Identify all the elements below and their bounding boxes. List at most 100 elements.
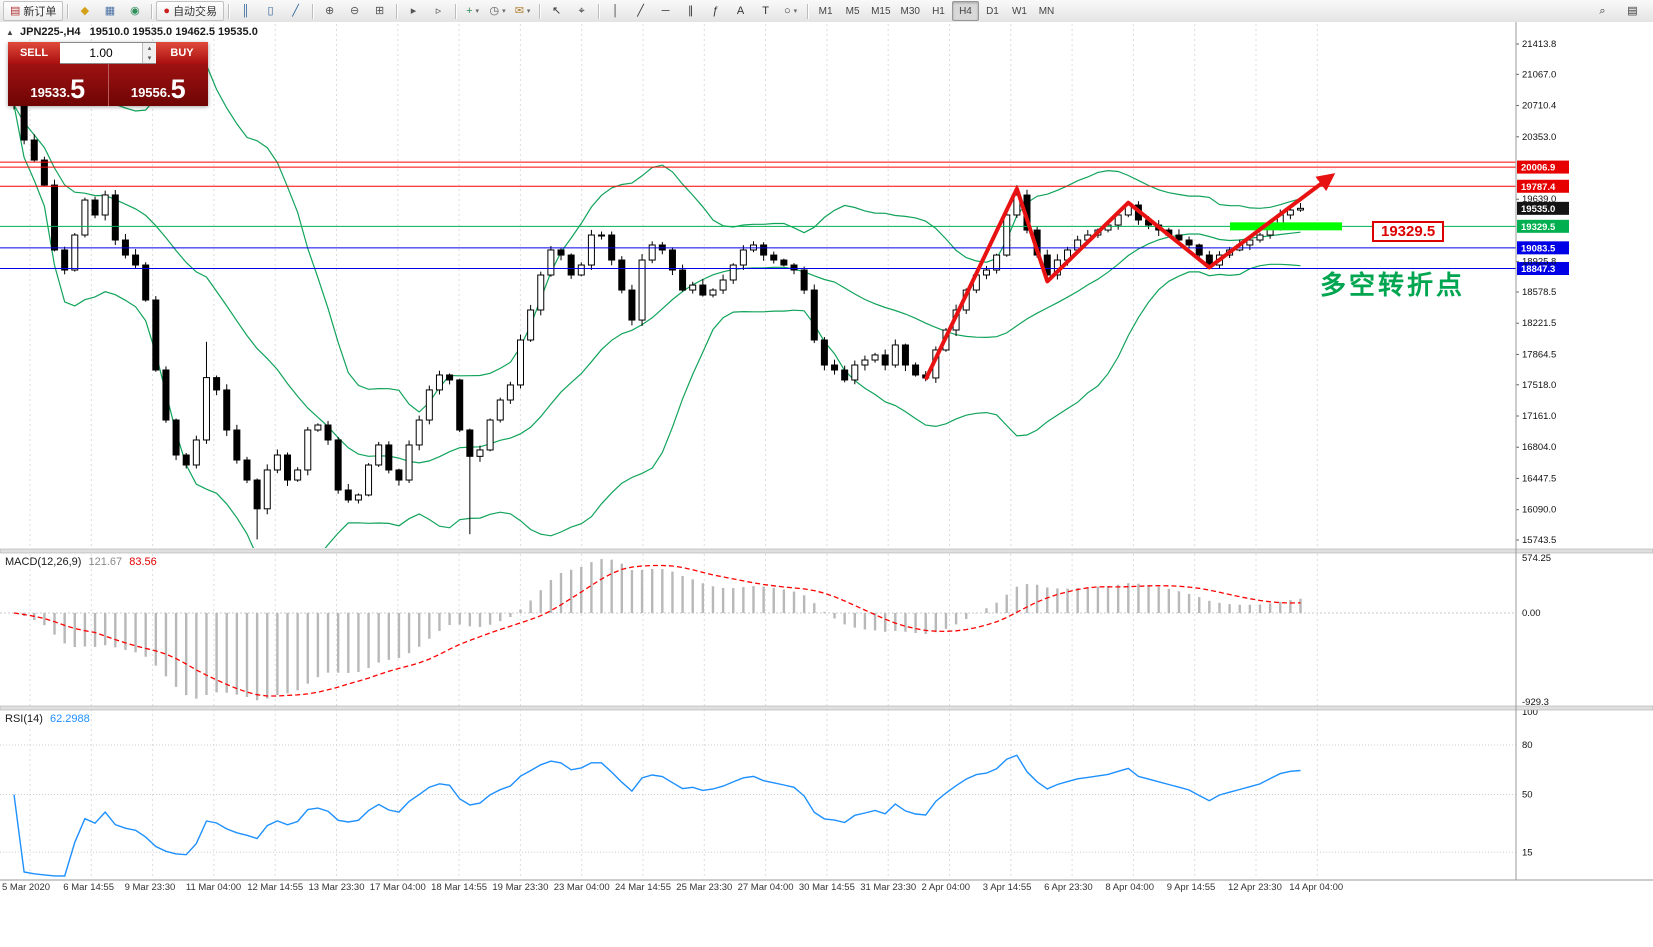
toolbar-candlestick-chart-button[interactable]: ▯ <box>258 1 283 21</box>
toolbar-horizontal-line-button[interactable]: ─ <box>653 1 678 21</box>
support-highlight[interactable] <box>1230 222 1342 231</box>
timeframe-d1[interactable]: D1 <box>986 5 999 17</box>
candle-body <box>871 354 879 361</box>
time-axis-label: 5 Mar 2020 <box>2 882 50 893</box>
candle-body <box>901 344 909 366</box>
toolbar-chart-shift-button[interactable]: ▹ <box>426 1 451 21</box>
candle-body <box>142 264 150 301</box>
toolbar-periods-button[interactable]: ◷ ▾ <box>485 1 510 21</box>
toolbar-indicators-button[interactable]: + ▾ <box>460 1 485 21</box>
trend-zigzag-arrow[interactable] <box>923 173 1336 381</box>
toolbar-autotrading-button[interactable]: ● 自动交易 <box>156 1 225 21</box>
time-gridlines <box>29 24 1318 878</box>
new-chart-icon: ▤ <box>1627 4 1638 17</box>
toolbar-separator <box>539 3 541 19</box>
toolbar-new-order-button[interactable]: ▤ 新订单 <box>3 1 64 21</box>
volume-spinner: ▴ ▾ <box>142 43 156 63</box>
toolbar-bar-chart-button[interactable]: ║ <box>233 1 258 21</box>
candle-body <box>709 289 717 296</box>
macd-axis-label: 0.00 <box>1522 608 1541 619</box>
timeframe-m5[interactable]: M5 <box>845 5 860 17</box>
channel-icon: ∥ <box>687 4 694 17</box>
time-axis-label: 25 Mar 23:30 <box>676 882 732 893</box>
chart-shift-icon: ▹ <box>435 4 442 17</box>
annotation-note[interactable]: 多空转折点 <box>1320 270 1466 300</box>
candle-body <box>446 374 454 381</box>
candle-body <box>1013 194 1021 216</box>
candle-body <box>213 377 221 391</box>
toolbar-templates-button[interactable]: ✉ ▾ <box>510 1 535 21</box>
toolbar-data-window-button[interactable]: ◉ <box>122 1 147 21</box>
price-callout[interactable]: 19329.5 <box>1372 221 1445 242</box>
toolbar-crosshair-button[interactable]: ⌖ <box>569 1 594 21</box>
toolbar-zoom-in-button[interactable]: ⊕ <box>317 1 342 21</box>
price-axis-label: 16804.0 <box>1522 442 1556 453</box>
fibonacci-icon: ƒ <box>712 4 719 17</box>
buy-price[interactable]: 19556. 5 <box>107 64 209 106</box>
volume-input[interactable] <box>60 43 142 63</box>
toolbar-zoom-out-button[interactable]: ⊖ <box>342 1 367 21</box>
auto-scroll-icon: ▸ <box>410 4 417 17</box>
rsi-axis-label: 80 <box>1522 740 1533 751</box>
price-axis-label: 19639.0 <box>1522 194 1556 205</box>
timeframe-h4[interactable]: H4 <box>951 1 979 21</box>
time-axis-label: 17 Mar 04:00 <box>370 882 426 893</box>
buy-button[interactable]: BUY <box>156 42 208 64</box>
candle-body <box>132 254 140 266</box>
time-axis-label: 31 Mar 23:30 <box>860 882 916 893</box>
volume-up-button[interactable]: ▴ <box>143 43 156 53</box>
panel-separator[interactable] <box>0 705 1653 711</box>
candle-body <box>314 424 322 431</box>
timeframe-h1[interactable]: H1 <box>932 5 945 17</box>
toolbar-new-chart-button[interactable]: ▤ <box>1620 1 1645 21</box>
timeframe-mn[interactable]: MN <box>1038 5 1055 17</box>
sell-button[interactable]: SELL <box>8 42 60 64</box>
candle-body <box>456 379 464 431</box>
candle-body <box>861 359 869 366</box>
toolbar-separator <box>396 3 398 19</box>
sell-price[interactable]: 19533. 5 <box>30 74 86 105</box>
toolbar-vertical-line-button[interactable]: │ <box>603 1 628 21</box>
timeframe-m15[interactable]: M15 <box>871 5 891 17</box>
panel-separator[interactable] <box>0 548 1653 554</box>
macd-signal-line <box>13 564 1301 697</box>
candle-body <box>982 269 990 276</box>
toolbar-fibonacci-button[interactable]: ƒ <box>703 1 728 21</box>
toolbar-text-label-button[interactable]: A <box>728 1 753 21</box>
toolbar-tile-windows-button[interactable]: ⊞ <box>367 1 392 21</box>
rsi-label: RSI(14) 62.2988 <box>5 713 90 725</box>
dropdown-arrow-icon: ▾ <box>475 8 480 15</box>
candle-body <box>517 339 524 386</box>
svg-text:19787.4: 19787.4 <box>1521 182 1556 193</box>
candle-body <box>1297 207 1305 211</box>
candle-body <box>182 454 190 466</box>
toolbar-market-watch-button[interactable]: ▦ <box>97 1 122 21</box>
svg-text:19083.5: 19083.5 <box>1521 243 1556 254</box>
candle-body <box>598 234 606 237</box>
candle-body <box>679 269 687 291</box>
symbol-marker-icon: ▲ <box>6 28 14 37</box>
time-axis-label: 14 Apr 04:00 <box>1289 882 1343 893</box>
volume-down-button[interactable]: ▾ <box>143 53 156 63</box>
timeframe-m1[interactable]: M1 <box>818 5 833 17</box>
toolbar-trendline-button[interactable]: ╱ <box>628 1 653 21</box>
timeframe-m30[interactable]: M30 <box>900 5 920 17</box>
chart-canvas[interactable]: 20006.9 19787.4 19329.5 19083.5 18847.3 21413… <box>0 22 1653 947</box>
time-axis-label: 12 Mar 14:55 <box>247 882 303 893</box>
toolbar-symbol-search-button[interactable]: ⌕ <box>1590 1 1615 21</box>
toolbar-auto-scroll-button[interactable]: ▸ <box>401 1 426 21</box>
toolbar-cursor-button[interactable]: ↖ <box>544 1 569 21</box>
toolbar-line-chart-button[interactable]: ╱ <box>283 1 308 21</box>
toolbar-arrows-button[interactable]: T <box>753 1 778 21</box>
candle-body <box>506 384 514 401</box>
toolbar-shapes-button[interactable]: ○ ▾ <box>778 1 803 21</box>
toolbar-metaquotes-button[interactable]: ◆ <box>72 1 97 21</box>
shapes-icon: ○ <box>783 4 791 17</box>
data-window-icon: ◉ <box>130 4 140 17</box>
toolbar-channel-button[interactable]: ∥ <box>678 1 703 21</box>
timeframe-w1[interactable]: W1 <box>1011 5 1027 17</box>
candle-body <box>284 454 292 481</box>
periods-icon: ◷ <box>489 4 500 17</box>
rsi-value: 62.2988 <box>49 713 90 725</box>
candle-body <box>395 469 403 481</box>
